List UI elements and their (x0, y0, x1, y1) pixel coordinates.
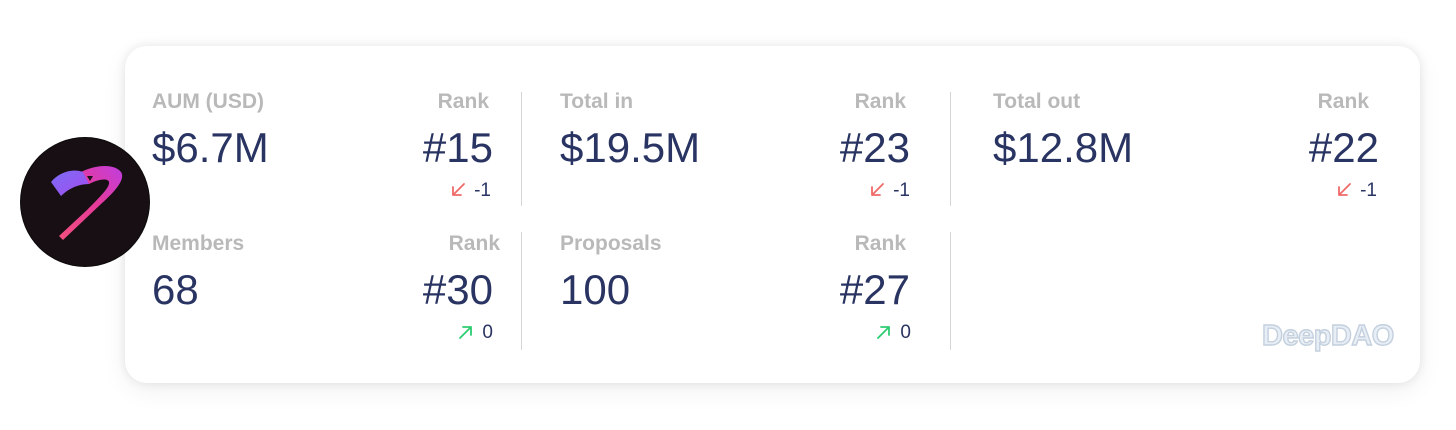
rank-change-value: 0 (482, 321, 493, 343)
metric-total-in: Total in $19.5M Rank #23 -1 (560, 91, 914, 221)
rank-change: 0 (876, 321, 911, 343)
divider-bottom-1 (521, 232, 522, 350)
metric-value: 100 (560, 266, 631, 313)
arrow-up-right-icon (876, 324, 892, 340)
metric-value: $19.5M (560, 124, 701, 171)
metric-value: 68 (152, 266, 199, 313)
rank-label: Rank (854, 232, 906, 255)
rank-change-value: 0 (900, 321, 911, 343)
metric-members: Members 68 Rank #30 0 (152, 233, 500, 363)
dao-stats-card (125, 46, 1420, 383)
rank-label: Rank (448, 232, 500, 255)
divider-bottom-2 (950, 232, 951, 350)
rank-label: Rank (1317, 90, 1369, 113)
divider-top-1 (521, 92, 522, 206)
rank-value: #22 (1308, 124, 1379, 171)
metric-proposals: Proposals 100 Rank #27 0 (560, 233, 914, 363)
rank-change-value: -1 (893, 179, 910, 201)
rank-change: -1 (869, 179, 910, 201)
metric-label: Total in (560, 90, 634, 113)
rank-label: Rank (437, 90, 489, 113)
metric-value: $12.8M (993, 124, 1134, 171)
metric-label: Members (152, 232, 245, 255)
rank-change: -1 (1336, 179, 1377, 201)
deepdao-watermark: DeepDAO (1261, 320, 1395, 352)
metric-label: Proposals (560, 232, 662, 255)
metric-value: $6.7M (152, 124, 269, 171)
rank-change-value: -1 (474, 179, 491, 201)
arrow-down-left-icon (450, 182, 466, 198)
rank-value: #30 (422, 266, 493, 313)
rank-change: 0 (458, 321, 493, 343)
rank-value: #15 (422, 124, 493, 171)
rank-value: #27 (839, 266, 910, 313)
arrow-up-right-icon (458, 324, 474, 340)
rank-value: #23 (839, 124, 910, 171)
metric-label: AUM (USD) (152, 90, 264, 113)
rank-change-value: -1 (1360, 179, 1377, 201)
rank-change: -1 (450, 179, 491, 201)
arrow-down-left-icon (1336, 182, 1352, 198)
flamingo-logo-icon (51, 166, 123, 240)
metric-aum: AUM (USD) $6.7M Rank #15 -1 (152, 91, 497, 221)
rank-label: Rank (854, 90, 906, 113)
arrow-down-left-icon (869, 182, 885, 198)
metric-total-out: Total out $12.8M Rank #22 -1 (993, 91, 1383, 221)
divider-top-2 (950, 92, 951, 206)
dao-logo (21, 138, 149, 266)
metric-label: Total out (993, 90, 1081, 113)
